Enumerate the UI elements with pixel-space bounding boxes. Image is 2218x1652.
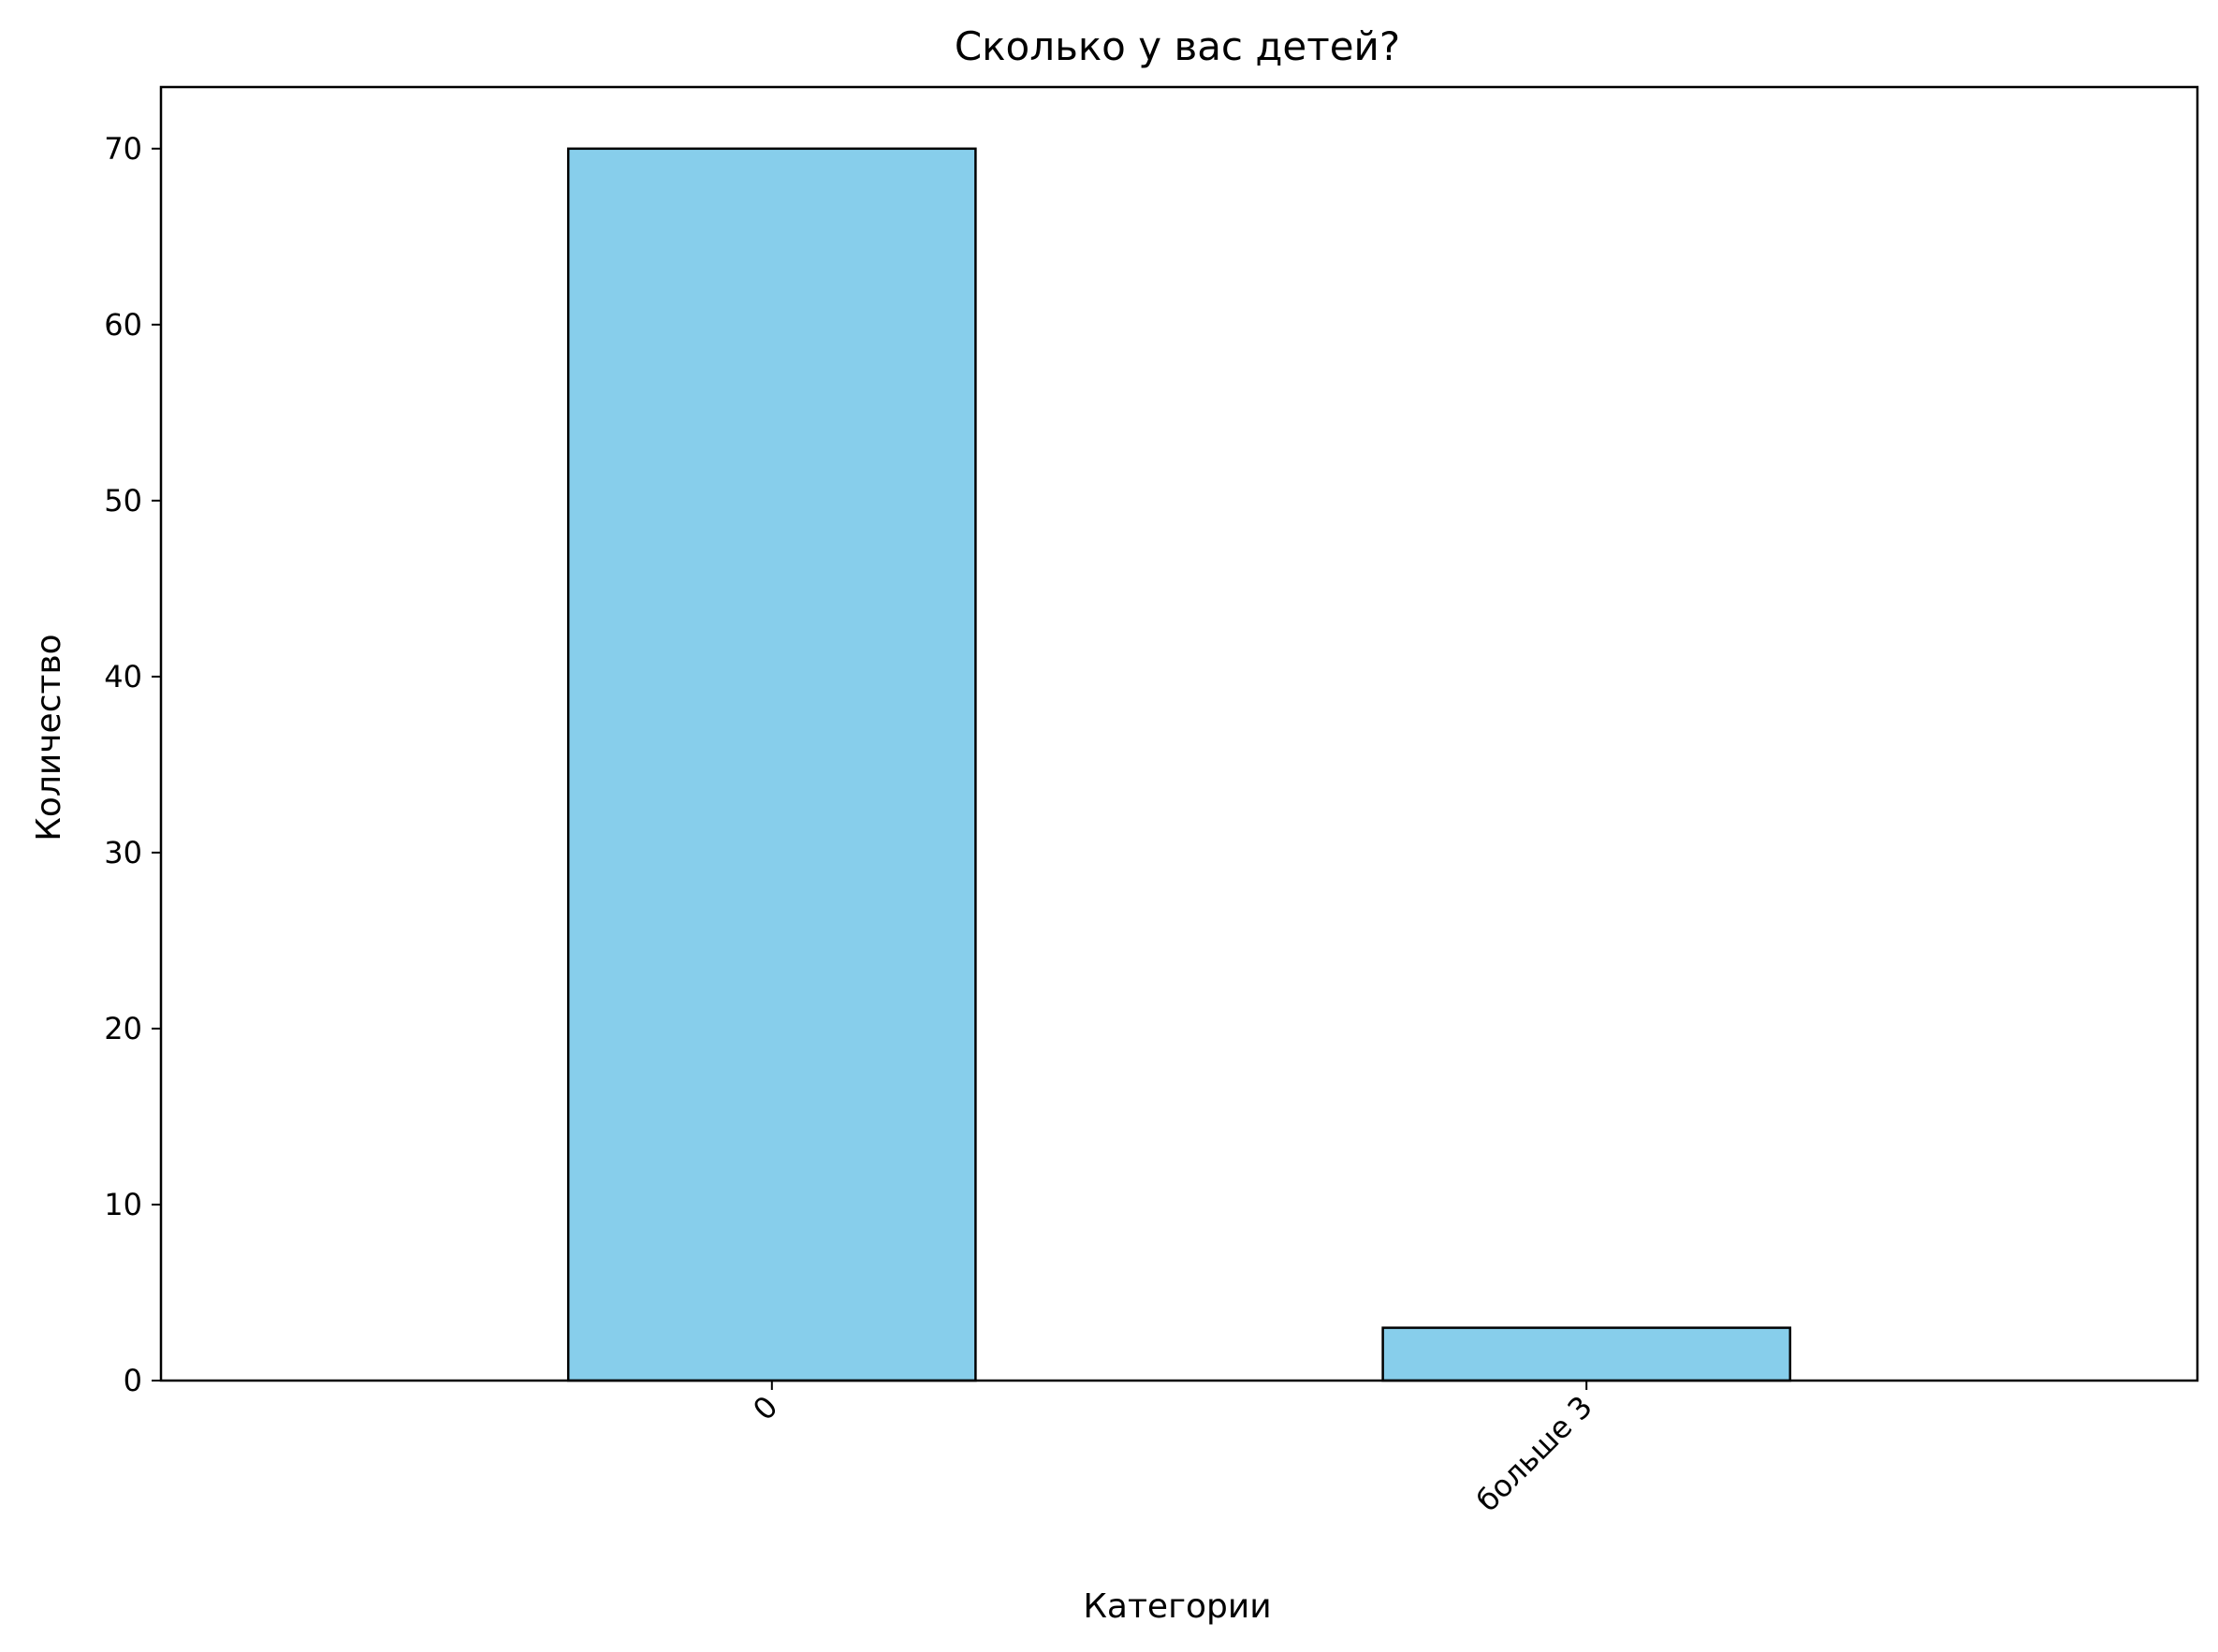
plot-area-frame: [159, 85, 2199, 1382]
y-tick-label: 20: [104, 1011, 142, 1046]
chart-title: Сколько у вас детей?: [955, 23, 1400, 69]
y-tick-label: 50: [104, 483, 142, 519]
y-tick-label: 60: [104, 307, 142, 343]
bar: [1381, 1326, 1792, 1382]
y-tick-label: 70: [104, 131, 142, 167]
y-tick-label: 10: [104, 1187, 142, 1222]
x-axis-label: Категории: [1083, 1587, 1271, 1626]
bars-group: [566, 147, 1792, 1382]
y-axis: 0 10 20 30 40 50 60 70: [104, 131, 161, 1398]
y-axis-label: Количество: [30, 634, 68, 841]
y-tick-label: 40: [104, 659, 142, 694]
y-tick-label: 0: [124, 1363, 142, 1398]
bar: [566, 147, 977, 1382]
y-tick-label: 30: [104, 835, 142, 870]
